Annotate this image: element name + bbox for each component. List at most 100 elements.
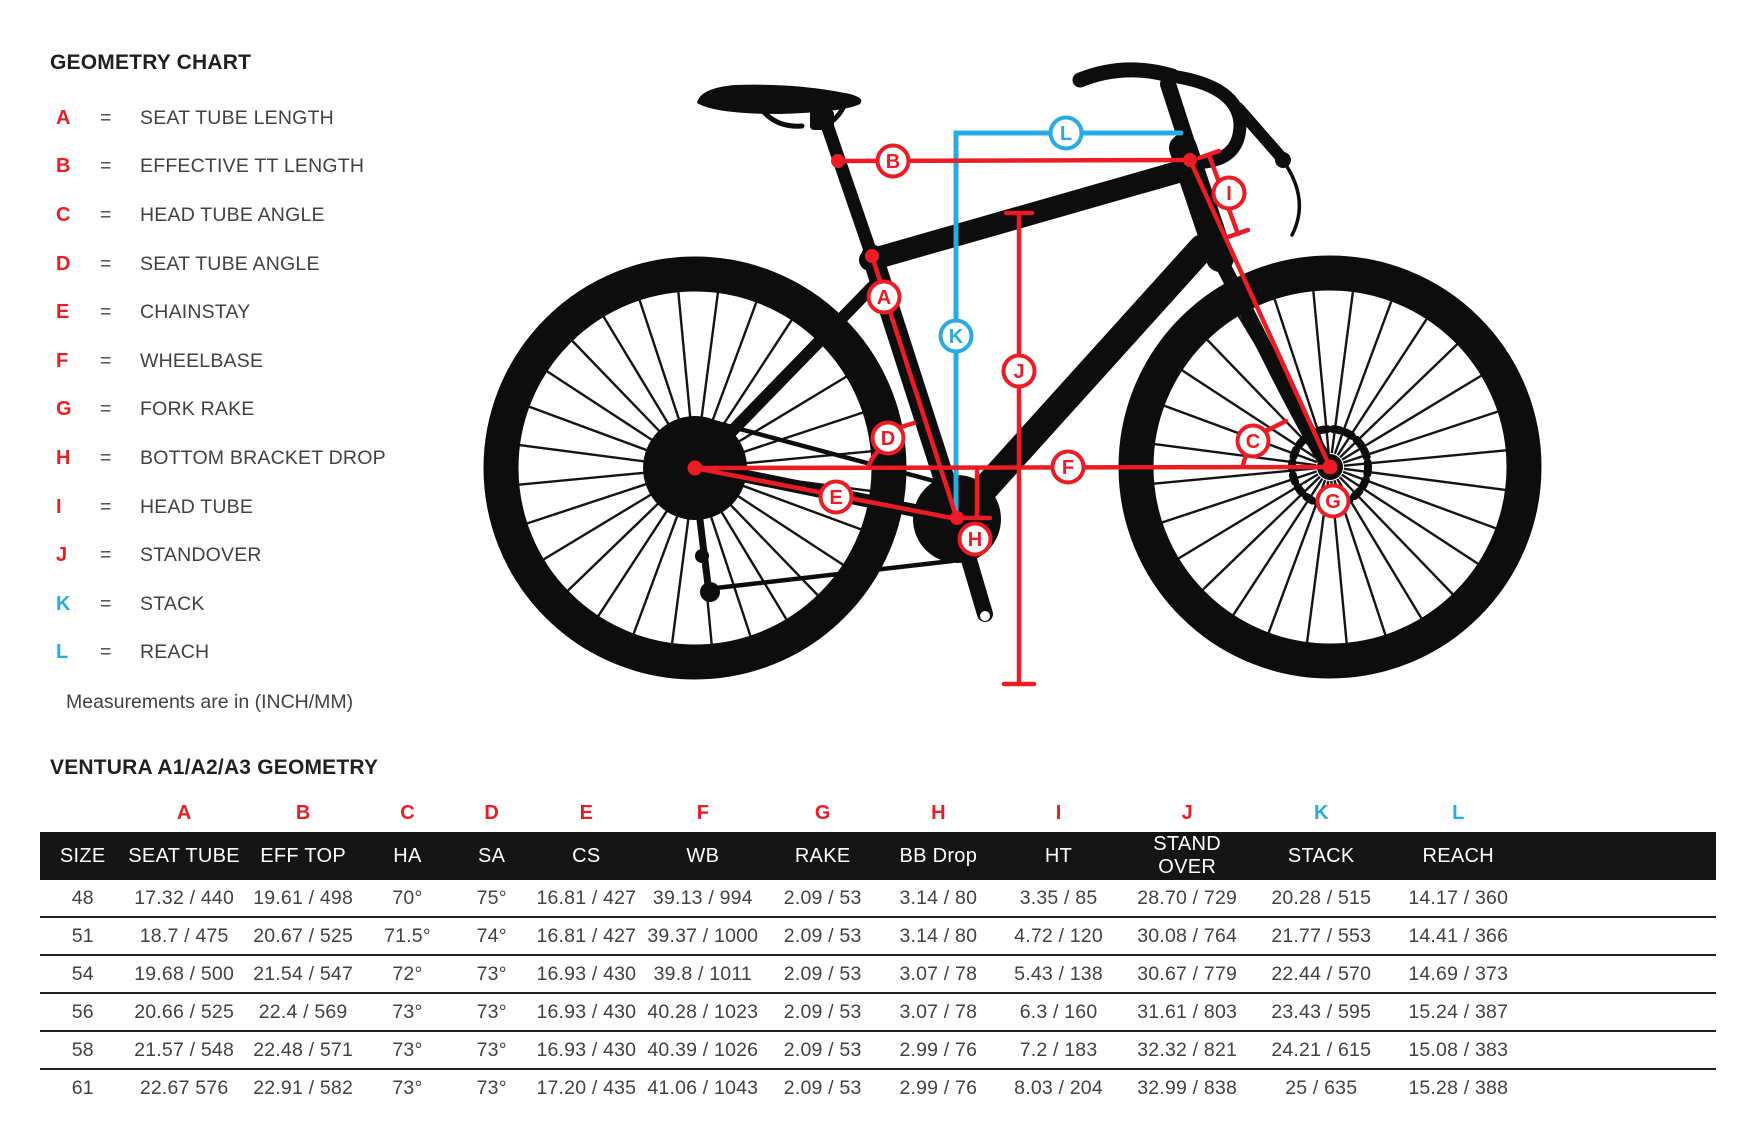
table-cell-filler [1527, 917, 1716, 955]
saddle [697, 84, 862, 114]
table-cell: 7.2 / 183 [1019, 1038, 1098, 1061]
table-cell: 19.68 / 500 [134, 962, 235, 985]
table-cell: 73° [392, 1076, 423, 1099]
table-cell: 56 [71, 1000, 94, 1023]
table-cell: 39.8 / 1011 [653, 962, 752, 985]
geometry-legend: GEOMETRY CHART A = SEAT TUBE LENGTH B = EFFE… [50, 44, 410, 714]
table-cell: 16.93 / 430 [536, 962, 637, 985]
column-header: EFF TOP [242, 832, 364, 880]
legend-label: CHAINSTAY [140, 301, 251, 324]
seatpost [819, 115, 879, 263]
table-cell: 74° [476, 924, 507, 947]
legend-label: STACK [140, 592, 205, 615]
table-cell: 15.08 / 383 [1408, 1038, 1509, 1061]
table-cell: 14.17 / 360 [1408, 886, 1509, 909]
table-cell: 2.09 / 53 [783, 1000, 862, 1023]
legend-label: HEAD TUBE ANGLE [140, 203, 325, 226]
letter-cell: K [1314, 801, 1329, 824]
column-header: SIZE [40, 832, 126, 880]
letter-cell: J [1181, 801, 1193, 824]
geometry-table-section: VENTURA A1/A2/A3 GEOMETRY A B C D E F G … [40, 756, 1716, 1106]
legend-item-F: F = WHEELBASE [50, 337, 410, 386]
table-cell: 30.08 / 764 [1137, 924, 1238, 947]
legend-item-D: D = SEAT TUBE ANGLE [50, 240, 410, 289]
diagram-label-K: K [938, 318, 974, 354]
diagram-label-D: D [870, 420, 906, 456]
letter-cell: E [579, 801, 594, 824]
table-cell: 39.37 / 1000 [647, 924, 759, 947]
letter-cell: B [295, 801, 311, 824]
table-cell: 61 [71, 1076, 94, 1099]
stack-reach-lines [953, 130, 1184, 519]
equals-sign: = [100, 592, 112, 615]
table-cell: 14.41 / 366 [1408, 924, 1509, 947]
legend-item-C: C = HEAD TUBE ANGLE [50, 191, 410, 240]
equals-sign: = [100, 495, 112, 518]
column-header: SA [451, 832, 532, 880]
legend-letter: B [56, 155, 71, 178]
legend-label: REACH [140, 641, 210, 664]
equals-sign: = [100, 106, 112, 129]
stem [1160, 76, 1198, 160]
table-cell: 3.14 / 80 [899, 924, 978, 947]
letter-cell: A [176, 801, 192, 824]
table-cell: 3.14 / 80 [899, 886, 978, 909]
equals-sign: = [100, 544, 112, 567]
column-header: HA [363, 832, 452, 880]
chain [703, 417, 941, 485]
table-cell: 16.81 / 427 [536, 886, 637, 909]
diagram-label-A: A [866, 279, 902, 315]
table-cell: 41.06 / 1043 [647, 1076, 759, 1099]
table-cell: 73° [476, 962, 507, 985]
legend-item-H: H = BOTTOM BRACKET DROP [50, 434, 410, 483]
legend-letter: J [56, 544, 68, 567]
legend-letter: F [56, 349, 69, 372]
table-cell: 20.66 / 525 [134, 1000, 235, 1023]
table-row: 48 17.32 / 440 19.61 / 498 70° 75° 16.81 / 42… [40, 880, 1716, 917]
diagram-label-E: E [818, 479, 854, 515]
table-cell: 32.99 / 838 [1137, 1076, 1238, 1099]
legend-letter: L [56, 641, 69, 664]
diagram-label-J: J [1001, 353, 1037, 389]
table-cell: 22.48 / 571 [253, 1038, 354, 1061]
diagram-label-C: C [1235, 423, 1271, 459]
table-cell: 3.07 / 78 [899, 962, 978, 985]
table-cell: 23.43 / 595 [1271, 1000, 1372, 1023]
column-header: BB Drop [880, 832, 997, 880]
table-cell: 2.09 / 53 [783, 924, 862, 947]
diagram-label-B: B [875, 143, 911, 179]
table-cell: 40.28 / 1023 [647, 1000, 759, 1023]
table-cell: 73° [392, 1000, 423, 1023]
column-header: REACH [1389, 832, 1528, 880]
table-cell: 15.24 / 387 [1408, 1000, 1509, 1023]
table-row: 56 20.66 / 525 22.4 / 569 73° 73° 16.93 / 430… [40, 993, 1716, 1031]
legend-label: EFFECTIVE TT LENGTH [140, 155, 365, 178]
legend-item-B: B = EFFECTIVE TT LENGTH [50, 143, 410, 192]
table-cell-filler [1527, 1031, 1716, 1069]
table-cell: 39.13 / 994 [652, 886, 753, 909]
table-cell: 71.5° [384, 924, 431, 947]
table-cell: 6.3 / 160 [1019, 1000, 1098, 1023]
table-cell: 16.81 / 427 [536, 924, 637, 947]
table-cell: 8.03 / 204 [1014, 1076, 1103, 1099]
table-cell: 58 [71, 1038, 94, 1061]
table-cell: 17.20 / 435 [536, 1076, 637, 1099]
brake-lever [1232, 102, 1286, 162]
table-row: 61 22.67 576 22.91 / 582 73° 73° 17.20 / 435 4… [40, 1069, 1716, 1106]
legend-label: SEAT TUBE ANGLE [140, 252, 320, 275]
table-cell: 28.70 / 729 [1137, 886, 1238, 909]
table-cell: 2.99 / 76 [899, 1038, 978, 1061]
letter-cell [40, 798, 125, 832]
letter-cell: H [931, 801, 946, 824]
equals-sign: = [100, 446, 112, 469]
table-cell-filler [1527, 955, 1716, 993]
legend-item-A: A = SEAT TUBE LENGTH [50, 94, 410, 143]
column-header: HT [996, 832, 1121, 880]
svg-text:C: C [1246, 431, 1260, 453]
table-cell: 51 [71, 924, 94, 947]
legend-label: STANDOVER [140, 544, 262, 567]
equals-sign: = [100, 641, 112, 664]
table-cell: 15.28 / 388 [1408, 1076, 1509, 1099]
letter-cell: G [814, 801, 831, 824]
table-cell: 24.21 / 615 [1271, 1038, 1372, 1061]
